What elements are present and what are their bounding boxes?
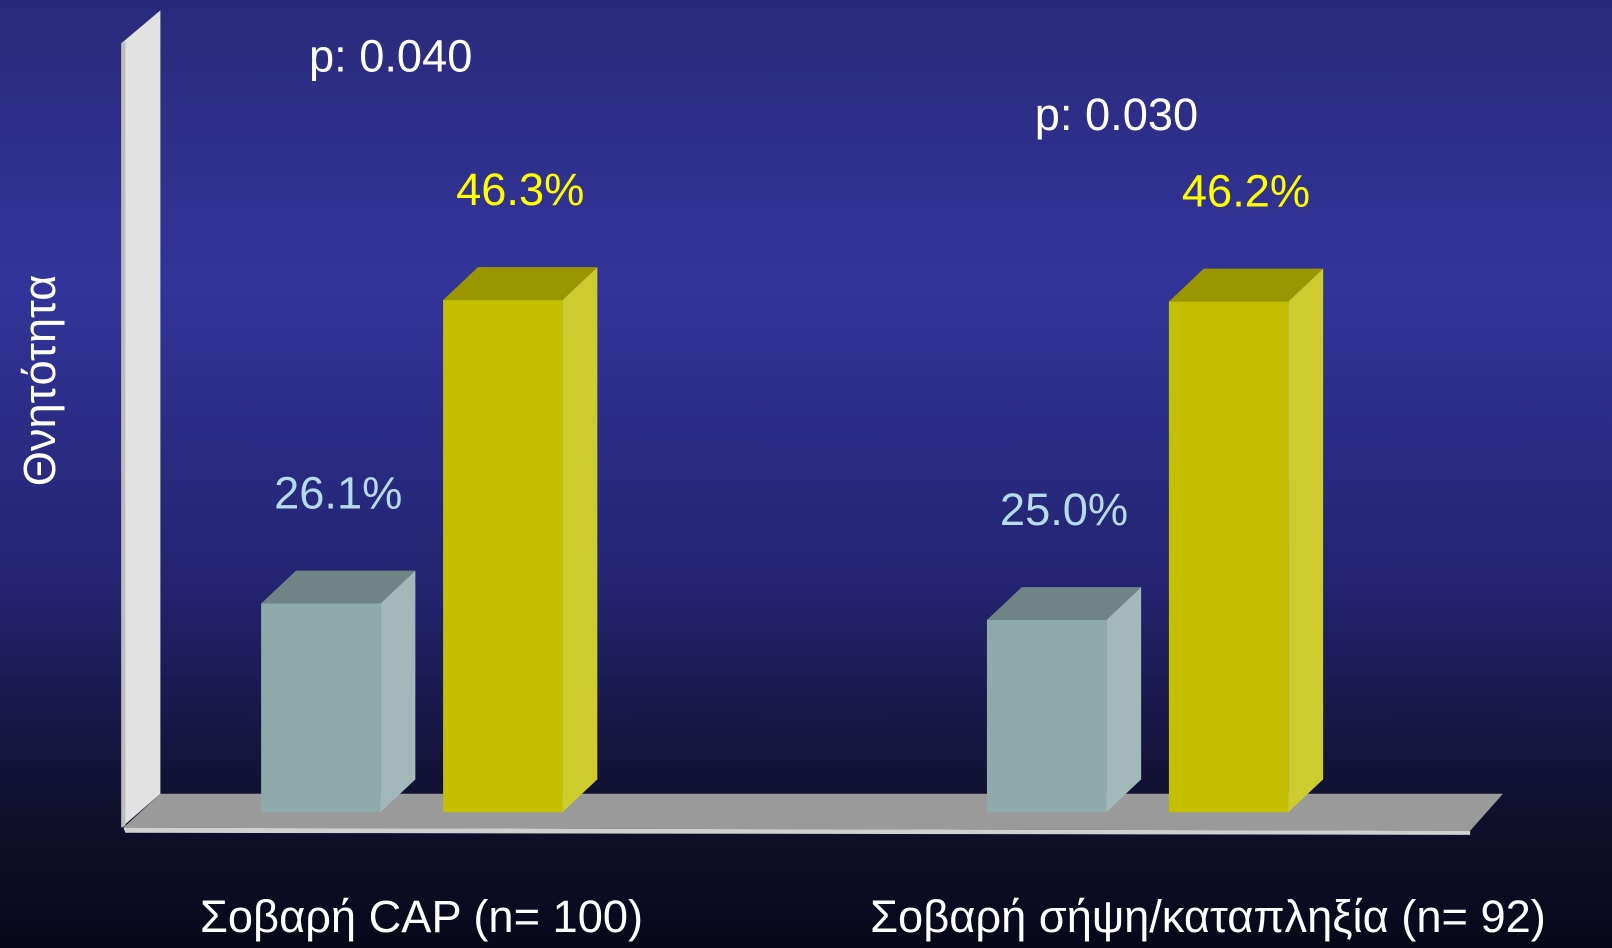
x-tick-label: Σοβαρή σήψη/καταπληξία (n= 92): [870, 891, 1546, 942]
bar: [261, 603, 381, 813]
value-label: 26.1%: [274, 467, 402, 518]
bar-top-shade: [986, 587, 1142, 620]
value-label: 25.0%: [1000, 484, 1128, 535]
bar-top: [443, 267, 598, 301]
bar-side-shade: [380, 570, 416, 813]
bar-side: [380, 570, 416, 813]
bar-side: [1106, 587, 1142, 813]
bar-top-shade: [443, 267, 598, 301]
annotation: p: 0.030: [1035, 89, 1198, 140]
value-label: 46.2%: [1182, 166, 1310, 217]
floor-edge: [123, 827, 1471, 835]
bar-side-shade: [562, 267, 598, 813]
bar: [986, 619, 1107, 813]
y-axis-label: Θνητότητα: [14, 275, 65, 487]
bar: [443, 300, 563, 813]
bar-top-shade: [1168, 268, 1324, 302]
bar-side-shade: [1288, 268, 1324, 813]
bar-top: [1168, 268, 1324, 302]
value-label: 46.3%: [456, 164, 584, 215]
annotation: p: 0.040: [309, 31, 472, 82]
bar-top: [986, 587, 1142, 620]
bar-side: [1288, 268, 1324, 813]
bar-top: [261, 570, 416, 604]
back-wall: [121, 10, 161, 828]
x-tick-label: Σοβαρή CAP (n= 100): [200, 891, 643, 942]
bar: [1168, 301, 1289, 813]
bar-side-shade: [1106, 587, 1142, 813]
wall-edge: [121, 41, 126, 828]
bar-top-shade: [261, 570, 416, 604]
bar-side: [562, 267, 598, 813]
